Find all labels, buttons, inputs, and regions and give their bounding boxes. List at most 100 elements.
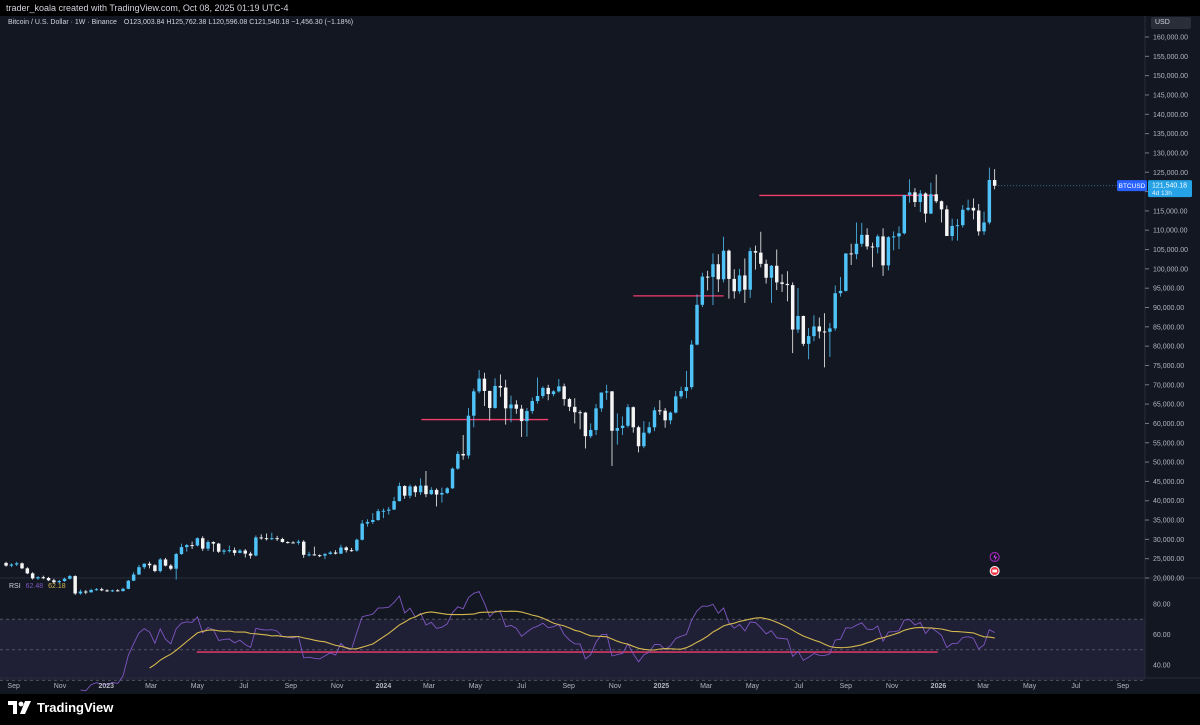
candle-body bbox=[248, 553, 253, 556]
candle-body bbox=[907, 192, 912, 196]
candle-body bbox=[41, 577, 46, 579]
price-tick-label: 40,000.00 bbox=[1153, 498, 1184, 505]
candle-body bbox=[158, 559, 162, 572]
candle-body bbox=[748, 251, 752, 290]
candle-body bbox=[9, 564, 14, 566]
candle-body bbox=[929, 194, 933, 214]
candle-body bbox=[642, 432, 646, 447]
tradingview-brand[interactable]: TradingView bbox=[8, 700, 113, 715]
price-tick-label: 30,000.00 bbox=[1153, 537, 1184, 544]
candle-body bbox=[84, 591, 88, 593]
candle-body bbox=[918, 193, 922, 203]
candle-body bbox=[891, 236, 896, 238]
candle-body bbox=[477, 378, 481, 392]
top-attribution-bar: trader_koala created with TradingView.co… bbox=[0, 0, 1200, 16]
candle-body bbox=[695, 304, 699, 345]
time-tick-label: May bbox=[1023, 683, 1037, 690]
candle-body bbox=[573, 406, 577, 413]
candle-body bbox=[493, 385, 497, 408]
candle-body bbox=[743, 275, 747, 290]
candle-body bbox=[759, 252, 763, 264]
price-tick-label: 80,000.00 bbox=[1153, 344, 1184, 351]
candle-body bbox=[716, 264, 721, 280]
tradingview-logo-icon bbox=[8, 701, 31, 714]
candle-body bbox=[259, 537, 263, 539]
candle-body bbox=[822, 331, 827, 333]
price-tick-label: 95,000.00 bbox=[1153, 286, 1184, 293]
time-tick-label: Mar bbox=[423, 683, 436, 690]
price-tick-label: 160,000.00 bbox=[1153, 35, 1188, 42]
candle-body bbox=[232, 550, 237, 553]
candle-body bbox=[897, 233, 901, 237]
candle-body bbox=[78, 591, 83, 594]
price-tick-label: 115,000.00 bbox=[1153, 208, 1188, 215]
candle-body bbox=[365, 521, 370, 524]
candle-body bbox=[291, 542, 295, 544]
candle-body bbox=[610, 391, 614, 431]
candle-body bbox=[14, 563, 19, 565]
candle-body bbox=[301, 541, 306, 555]
candle-body bbox=[923, 193, 928, 214]
price-tag-countdown: 4d 13h bbox=[1152, 190, 1172, 197]
candle-body bbox=[509, 404, 513, 409]
candle-body bbox=[185, 545, 189, 548]
candle-body bbox=[355, 539, 359, 551]
candle-body bbox=[546, 387, 550, 395]
earnings-glyph-icon bbox=[992, 569, 997, 573]
candle-body bbox=[317, 555, 322, 557]
levels-layer bbox=[196, 194, 938, 653]
symbol-tag-box bbox=[1117, 180, 1147, 192]
candle-body bbox=[674, 396, 678, 413]
candle-body bbox=[870, 246, 875, 248]
candle-body bbox=[652, 410, 657, 428]
time-tick-label: May bbox=[191, 683, 205, 690]
candle-body bbox=[860, 234, 864, 244]
rsi-tick-label: 60.00 bbox=[1153, 632, 1171, 639]
candle-body bbox=[668, 412, 673, 421]
candle-body bbox=[588, 429, 593, 437]
price-tick-label: 145,000.00 bbox=[1153, 92, 1188, 99]
time-tick-label: 2026 bbox=[931, 683, 947, 690]
candle-body bbox=[349, 550, 354, 552]
candle-body bbox=[583, 412, 588, 437]
candle-body bbox=[360, 523, 364, 540]
chart-frame bbox=[0, 16, 1200, 694]
time-tick-label: Mar bbox=[700, 683, 713, 690]
candle-body bbox=[163, 559, 168, 566]
candle-body bbox=[812, 326, 816, 337]
candle-body bbox=[488, 390, 492, 408]
candle-body bbox=[902, 195, 907, 234]
candle-body bbox=[36, 577, 40, 579]
candle-body bbox=[30, 573, 35, 579]
time-tick-label: Nov bbox=[886, 683, 899, 690]
price-tag-value: 121,540.18 bbox=[1152, 183, 1187, 190]
candle-body bbox=[854, 243, 859, 255]
candle-body bbox=[945, 209, 949, 237]
time-tick-label: Mar bbox=[145, 683, 158, 690]
symbol-info: Bitcoin / U.S. Dollar · 1W · Binance O12… bbox=[8, 19, 353, 26]
candle-body bbox=[206, 542, 210, 549]
time-tick-label: Jul bbox=[517, 683, 526, 690]
candle-body bbox=[472, 391, 476, 416]
price-tick-label: 135,000.00 bbox=[1153, 131, 1188, 138]
candle-body bbox=[222, 550, 226, 552]
brand-name: TradingView bbox=[37, 700, 114, 715]
currency-button[interactable]: USD bbox=[1151, 17, 1191, 29]
candle-body bbox=[174, 554, 178, 569]
price-tick-label: 140,000.00 bbox=[1153, 112, 1188, 119]
candle-body bbox=[849, 253, 853, 255]
candle-body bbox=[753, 251, 758, 253]
candle-body bbox=[785, 283, 790, 286]
candle-body bbox=[727, 250, 731, 279]
price-tick-label: 110,000.00 bbox=[1153, 228, 1188, 235]
candle-body bbox=[987, 179, 992, 223]
candle-body bbox=[131, 574, 136, 581]
candle-body bbox=[764, 263, 768, 278]
time-tick-label: Nov bbox=[54, 683, 67, 690]
candle-body bbox=[376, 511, 380, 521]
candle-body bbox=[955, 225, 960, 227]
candle-body bbox=[296, 541, 301, 543]
time-tick-label: May bbox=[746, 683, 760, 690]
candle-body bbox=[865, 234, 869, 247]
